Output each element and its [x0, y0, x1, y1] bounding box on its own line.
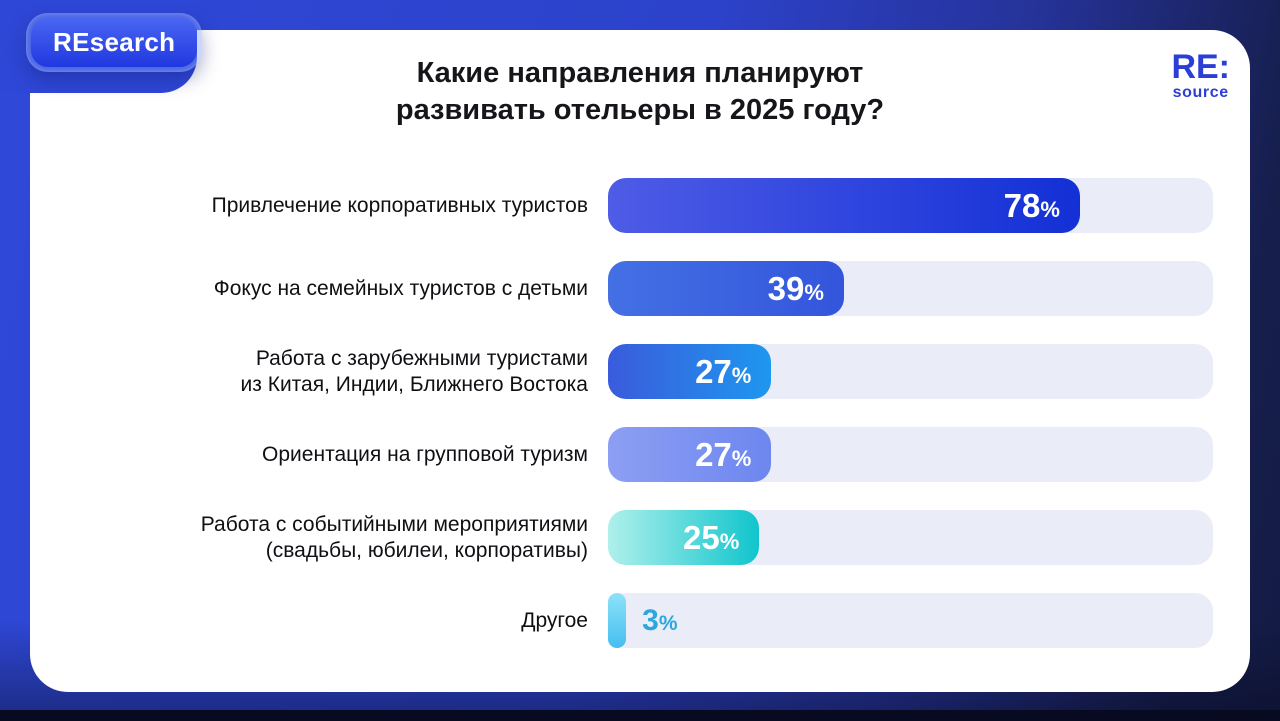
bar-row: Привлечение корпоративных туристов 78% — [30, 178, 1213, 233]
row-label: Ориентация на групповой туризм — [30, 442, 608, 468]
bar-fill: 78% — [608, 178, 1080, 233]
percent-sign: % — [731, 362, 752, 388]
bar-row: Другое 3% — [30, 593, 1213, 648]
bar-fill — [608, 593, 627, 648]
bar-value: 3% — [642, 603, 678, 637]
row-label: Работа с зарубежными туристами из Китая,… — [30, 346, 608, 398]
bottom-strip — [0, 710, 1280, 721]
bar-value: 78% — [1003, 186, 1060, 224]
bar-value: 27% — [695, 352, 752, 390]
bar-track: 27% — [608, 344, 1213, 399]
brand-logo-source: source — [1172, 84, 1229, 101]
row-label: Другое — [30, 608, 608, 634]
bar-value: 39% — [767, 269, 824, 307]
bar-value: 27% — [695, 435, 752, 473]
brand-logo-re: RE: — [1171, 48, 1230, 86]
page-title: Какие направления планируют развивать от… — [30, 55, 1250, 129]
bar-fill: 27% — [608, 344, 772, 399]
row-label: Работа с событийными мероприятиями (свад… — [30, 512, 608, 564]
brand-logo: RE: source — [1171, 50, 1230, 101]
label-line-1: Другое — [521, 608, 588, 632]
bar-track: 27% — [608, 427, 1213, 482]
percent-sign: % — [731, 445, 752, 471]
research-badge: REsearch — [26, 13, 203, 72]
percent-sign: % — [719, 528, 740, 554]
bar-chart: Привлечение корпоративных туристов 78% Ф… — [30, 178, 1213, 676]
row-label: Фокус на семейных туристов с детьми — [30, 276, 608, 302]
label-line-1: Работа с событийными мероприятиями — [200, 512, 588, 536]
label-line-1: Работа с зарубежными туристами — [255, 346, 588, 370]
research-badge-label: REsearch — [31, 18, 198, 67]
percent-sign: % — [804, 279, 824, 305]
percent-sign: % — [658, 611, 678, 635]
bar-row: Работа с событийными мероприятиями (свад… — [30, 510, 1213, 565]
bar-value: 25% — [682, 518, 740, 556]
bar-track: 78% — [608, 178, 1213, 233]
bar-track: 3% — [608, 593, 1213, 648]
bar-track: 25% — [608, 510, 1213, 565]
bar-row: Фокус на семейных туристов с детьми 39% — [30, 261, 1213, 316]
row-label: Привлечение корпоративных туристов — [30, 193, 608, 219]
bar-row: Ориентация на групповой туризм 27% — [30, 427, 1213, 482]
bar-fill: 25% — [608, 510, 760, 565]
bar-row: Работа с зарубежными туристами из Китая,… — [30, 344, 1213, 399]
bar-fill: 39% — [608, 261, 844, 316]
label-line-2: (свадьбы, юбилеи, корпоративы) — [265, 538, 588, 562]
percent-sign: % — [1040, 196, 1060, 222]
label-line-1: Ориентация на групповой туризм — [262, 442, 588, 466]
label-line-1: Привлечение корпоративных туристов — [211, 193, 588, 217]
label-line-2: из Китая, Индии, Ближнего Востока — [240, 372, 588, 396]
bar-track: 39% — [608, 261, 1213, 316]
page-title-line-1: Какие направления планируют — [416, 57, 864, 89]
bar-fill: 27% — [608, 427, 772, 482]
page-title-line-2: развивать отельеры в 2025 году? — [395, 94, 885, 126]
label-line-1: Фокус на семейных туристов с детьми — [213, 276, 588, 300]
chart-card: Какие направления планируют развивать от… — [30, 30, 1250, 692]
